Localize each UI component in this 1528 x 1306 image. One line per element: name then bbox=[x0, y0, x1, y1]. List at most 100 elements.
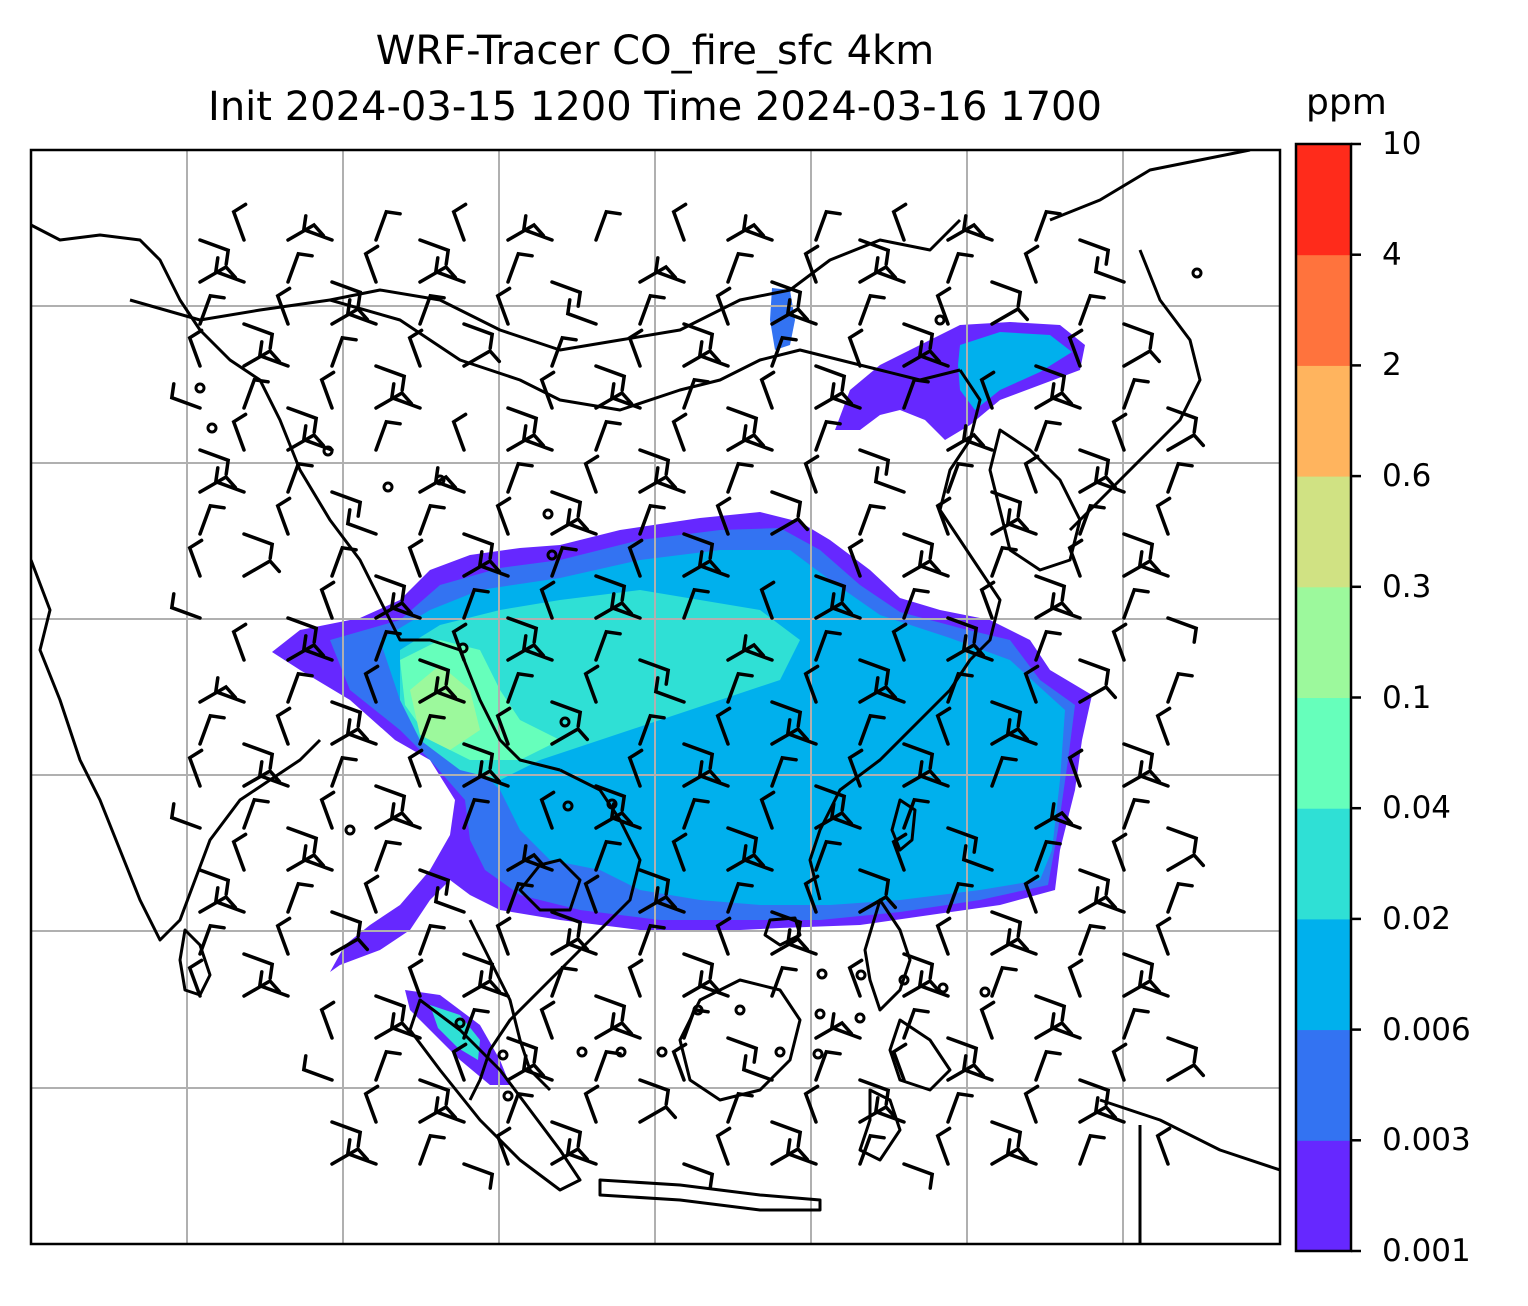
wind-barb bbox=[275, 496, 292, 536]
wind-barb bbox=[506, 881, 534, 914]
wind-barb bbox=[374, 839, 402, 872]
wind-barb bbox=[902, 742, 935, 770]
wind-barbs bbox=[169, 202, 1206, 1190]
wind-barb bbox=[609, 382, 642, 410]
colorbar-segment bbox=[1296, 144, 1351, 256]
colorbar-tick-label: 0.02 bbox=[1382, 900, 1452, 937]
wind-barb bbox=[829, 802, 862, 830]
wind-barb bbox=[1078, 868, 1111, 896]
wind-barb bbox=[477, 970, 510, 998]
wind-barb bbox=[814, 209, 842, 242]
wind-barb bbox=[803, 1084, 820, 1124]
wind-barb bbox=[682, 348, 722, 368]
wind-barb bbox=[803, 664, 820, 704]
wind-barb bbox=[550, 545, 578, 578]
wind-barb bbox=[257, 970, 290, 998]
wind-barb bbox=[726, 671, 754, 704]
wind-barb bbox=[682, 1162, 715, 1190]
wind-barb bbox=[1034, 364, 1067, 392]
wind-barb bbox=[242, 377, 270, 410]
wind-barb bbox=[682, 532, 715, 560]
wind-barb bbox=[847, 958, 864, 998]
colorbar-segment bbox=[1296, 365, 1351, 477]
wind-barb bbox=[374, 1020, 414, 1040]
wind-barb bbox=[891, 1042, 908, 1082]
wind-barb bbox=[1166, 881, 1194, 914]
wind-barb bbox=[902, 797, 930, 830]
wind-barb bbox=[594, 574, 627, 602]
wind-barb bbox=[495, 916, 512, 956]
wind-barb bbox=[550, 910, 583, 938]
wind-barb bbox=[715, 496, 732, 536]
wind-barb bbox=[495, 496, 512, 536]
wind-barb bbox=[231, 202, 248, 242]
wind-barb bbox=[638, 503, 666, 536]
wind-barb bbox=[814, 784, 847, 812]
wind-barb bbox=[946, 881, 974, 914]
wind-barb bbox=[814, 364, 847, 392]
wind-barb bbox=[506, 616, 539, 644]
wind-barb bbox=[726, 852, 766, 872]
wind-barb bbox=[407, 958, 424, 998]
wind-barb bbox=[990, 1146, 1030, 1166]
wind-barb bbox=[286, 616, 319, 644]
wind-barb bbox=[1166, 826, 1199, 854]
wind-barb bbox=[946, 671, 974, 704]
wind-barb bbox=[521, 1054, 554, 1082]
wind-barb bbox=[594, 390, 634, 410]
wind-barb bbox=[550, 726, 590, 746]
wind-barb bbox=[1122, 742, 1155, 770]
wind-barb bbox=[363, 874, 380, 914]
colorbar-segment bbox=[1296, 1029, 1351, 1141]
wind-barb bbox=[1122, 978, 1162, 998]
map-frame bbox=[29, 148, 1282, 1246]
wind-barb bbox=[1005, 1138, 1038, 1166]
wind-barb bbox=[213, 886, 246, 914]
wind-barb bbox=[682, 558, 722, 578]
wind-barb bbox=[741, 634, 774, 662]
wind-barb bbox=[946, 432, 986, 452]
himalaya-border bbox=[31, 223, 561, 772]
wind-barb bbox=[198, 474, 238, 494]
wind-barb bbox=[858, 1133, 886, 1166]
wind-barb bbox=[814, 574, 847, 602]
wind-barb bbox=[506, 1036, 539, 1064]
wind-barb bbox=[1137, 550, 1170, 578]
wind-barb bbox=[990, 910, 1023, 938]
wind-barb bbox=[539, 580, 556, 620]
wind-barb bbox=[330, 1146, 370, 1166]
wind-barb bbox=[374, 209, 402, 242]
wind-barb bbox=[917, 550, 950, 578]
colorbar-segment bbox=[1296, 808, 1351, 920]
wind-barb bbox=[785, 298, 818, 326]
wind-barb bbox=[715, 706, 732, 746]
wind-barb bbox=[1049, 382, 1082, 410]
wind-barb bbox=[770, 306, 810, 326]
wind-barb bbox=[946, 461, 974, 494]
wind-barb bbox=[770, 965, 798, 998]
sulawesi bbox=[858, 1088, 902, 1162]
wind-barb bbox=[671, 412, 688, 452]
wind-barb bbox=[990, 280, 1023, 308]
wind-barb bbox=[506, 406, 539, 434]
wind-barb bbox=[1034, 1049, 1062, 1082]
wind-barb bbox=[858, 1078, 891, 1106]
wind-barb bbox=[627, 328, 644, 368]
wind-barb bbox=[169, 592, 202, 620]
wind-barb bbox=[1023, 244, 1040, 284]
wind-barb bbox=[1034, 810, 1074, 830]
wind-barb bbox=[961, 844, 994, 872]
japan-honshu bbox=[1068, 249, 1202, 532]
wind-barb bbox=[231, 412, 248, 452]
wind-barb bbox=[477, 760, 510, 788]
wind-barb bbox=[1034, 209, 1062, 242]
china-interior-border bbox=[129, 298, 961, 412]
wind-barb bbox=[770, 936, 810, 956]
wind-barb bbox=[462, 587, 490, 620]
wind-barb bbox=[902, 532, 935, 560]
wind-barb bbox=[902, 768, 942, 788]
wind-barb bbox=[682, 742, 715, 770]
wind-barb bbox=[407, 328, 424, 368]
wind-barb bbox=[330, 280, 363, 308]
wind-barb bbox=[374, 994, 407, 1022]
